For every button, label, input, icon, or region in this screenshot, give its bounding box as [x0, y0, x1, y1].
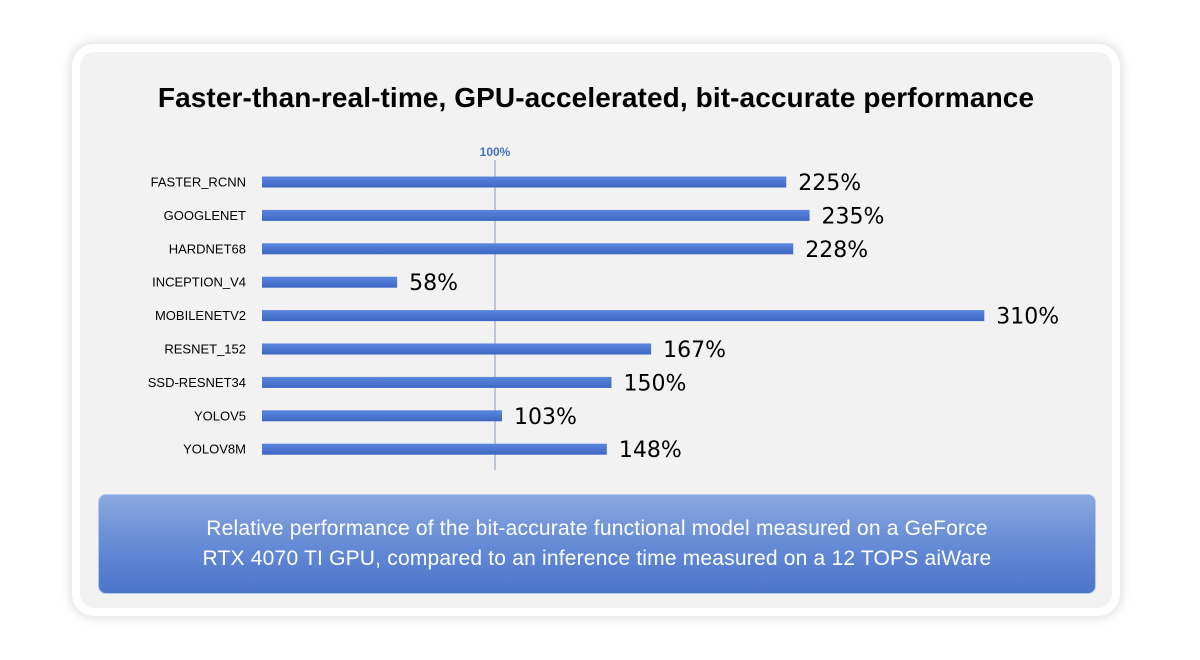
category-label: RESNET_152: [164, 342, 246, 357]
reference-line-label: 100%: [480, 145, 511, 159]
caption-line-2: RTX 4070 TI GPU, compared to an inferenc…: [202, 547, 992, 570]
bar: [262, 243, 794, 255]
bar-chart: FASTER_RCNN 225% GOOGLENET 235% HARDNET68 228…: [148, 145, 1059, 471]
category-label: SSD-RESNET34: [148, 375, 246, 390]
chart-card: Faster-than-real-time, GPU-accelerated, …: [72, 44, 1120, 616]
category-label: YOLOV8M: [183, 442, 246, 457]
category-label: GOOGLENET: [164, 208, 246, 223]
value-label: 310%: [996, 305, 1059, 330]
bar: [262, 376, 612, 388]
bar: [262, 343, 652, 355]
value-label: 150%: [624, 371, 687, 396]
value-label: 103%: [514, 405, 577, 430]
bar: [262, 209, 810, 221]
caption-text: Relative performance of the bit-accurate…: [203, 514, 992, 574]
value-label: 167%: [663, 338, 726, 363]
category-label: YOLOV5: [194, 408, 246, 423]
category-label: FASTER_RCNN: [151, 175, 246, 190]
bar: [262, 443, 607, 455]
value-label: 148%: [619, 438, 682, 463]
value-label: 225%: [798, 171, 861, 196]
bar: [262, 276, 398, 288]
caption-box: Relative performance of the bit-accurate…: [98, 494, 1096, 594]
chart-title: Faster-than-real-time, GPU-accelerated, …: [157, 82, 1035, 113]
bar: [262, 310, 985, 322]
bar: [262, 410, 502, 422]
value-label: 235%: [822, 204, 885, 229]
bar: [262, 176, 787, 188]
category-label: MOBILENETV2: [155, 308, 246, 323]
caption-line-1: Relative performance of the bit-accurate…: [206, 517, 988, 540]
value-label: 58%: [409, 271, 458, 296]
category-label: INCEPTION_V4: [152, 275, 246, 290]
value-label: 228%: [805, 238, 868, 263]
category-label: HARDNET68: [169, 241, 246, 256]
